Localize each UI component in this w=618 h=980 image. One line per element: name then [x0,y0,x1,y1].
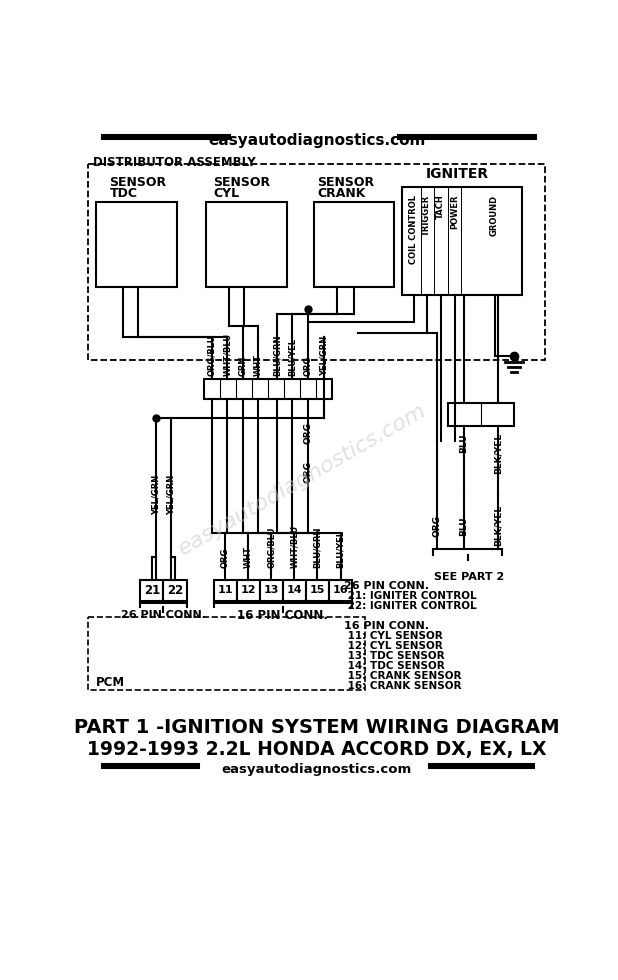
Text: YEL/GRN: YEL/GRN [167,474,176,515]
Text: 22: 22 [167,584,183,597]
Text: BLU: BLU [459,433,468,453]
Text: ORG: ORG [304,422,313,444]
Bar [205,379,332,399]
Text: SEE PART 2: SEE PART 2 [434,572,504,582]
Text: easyautodiagnostics.com: easyautodiagnostics.com [208,133,425,148]
Text: BLU/YEL: BLU/YEL [287,337,297,375]
Text: BLU/GRN: BLU/GRN [273,334,282,375]
Text: 21: 21 [144,584,160,597]
Text: ORG: ORG [304,461,313,483]
Text: 26 PIN CONN.: 26 PIN CONN. [344,581,430,591]
Text: 16 PIN CONN.: 16 PIN CONN. [344,620,430,631]
Text: SENSOR: SENSOR [109,175,167,189]
Text: GROUND: GROUND [490,195,499,236]
Text: WHT: WHT [243,546,253,568]
Text: 13: 13 [264,585,279,596]
Text: easyautodiagnostics.com: easyautodiagnostics.com [174,400,430,559]
Text: GRN: GRN [239,355,247,375]
Bar [260,579,283,601]
Bar [283,579,306,601]
Text: 12: CYL SENSOR: 12: CYL SENSOR [344,641,443,651]
Text: 14: TDC SENSOR: 14: TDC SENSOR [344,661,445,671]
Text: ORG: ORG [304,355,313,375]
Text: COIL CONTROL: COIL CONTROL [409,195,418,264]
Text: 22: IGNITER CONTROL: 22: IGNITER CONTROL [344,601,477,611]
Text: easyautodiagnostics.com: easyautodiagnostics.com [222,762,412,776]
Text: BLU: BLU [459,515,468,535]
Text: WHT/BLU: WHT/BLU [223,332,232,375]
Text: BLK/YEL: BLK/YEL [494,433,503,474]
Text: BLU/GRN: BLU/GRN [313,526,322,568]
Bar [88,164,544,361]
Bar [96,202,177,287]
Text: 16: 16 [332,585,349,596]
Text: 16 PIN CONN.: 16 PIN CONN. [237,609,328,621]
Text: TDC: TDC [109,186,138,200]
Text: 11: CYL SENSOR: 11: CYL SENSOR [344,631,443,641]
Text: 13: TDC SENSOR: 13: TDC SENSOR [344,651,445,661]
Text: BLU/YEL: BLU/YEL [336,530,345,568]
Text: PART 1 -IGNITION SYSTEM WIRING DIAGRAM: PART 1 -IGNITION SYSTEM WIRING DIAGRAM [74,718,559,737]
Text: YEL/GRN: YEL/GRN [319,335,328,375]
Text: BLK/YEL: BLK/YEL [494,505,503,546]
Bar [306,579,329,601]
Text: WHT/BLU: WHT/BLU [290,525,299,568]
Text: PCM: PCM [96,675,125,689]
Bar [314,202,394,287]
Bar [329,579,352,601]
Text: IGNITER: IGNITER [425,167,488,180]
Text: YEL/GRN: YEL/GRN [151,474,160,515]
Text: ORG/BLU: ORG/BLU [208,334,216,375]
Bar [164,579,187,601]
Text: TACH: TACH [436,195,445,220]
Text: SENSOR: SENSOR [318,175,375,189]
Bar [402,187,522,295]
Bar [88,616,365,690]
Text: 15: CRANK SENSOR: 15: CRANK SENSOR [344,671,462,681]
Bar [214,579,237,601]
Text: SENSOR: SENSOR [214,175,271,189]
Text: WHT: WHT [254,354,263,375]
Text: 1992-1993 2.2L HONDA ACCORD DX, EX, LX: 1992-1993 2.2L HONDA ACCORD DX, EX, LX [87,740,546,759]
Text: CYL: CYL [214,186,240,200]
Text: 16: CRANK SENSOR: 16: CRANK SENSOR [344,681,462,691]
Text: 12: 12 [240,585,256,596]
Text: 11: 11 [218,585,233,596]
Text: DISTRIBUTOR ASSEMBLY: DISTRIBUTOR ASSEMBLY [93,156,255,170]
Text: ORG: ORG [221,548,230,568]
Text: ORG/BLU: ORG/BLU [267,526,276,568]
Text: 26 PIN CONN.: 26 PIN CONN. [121,610,206,620]
Bar [237,579,260,601]
Text: CRANK: CRANK [318,186,366,200]
Bar [206,202,287,287]
Bar [140,579,164,601]
Text: TRIGGER: TRIGGER [422,195,431,236]
Bar [449,403,514,425]
Text: 15: 15 [310,585,325,596]
Text: 14: 14 [287,585,302,596]
Text: ORG: ORG [433,514,441,537]
Text: 21: IGNITER CONTROL: 21: IGNITER CONTROL [344,591,477,601]
Text: POWER: POWER [450,195,459,229]
